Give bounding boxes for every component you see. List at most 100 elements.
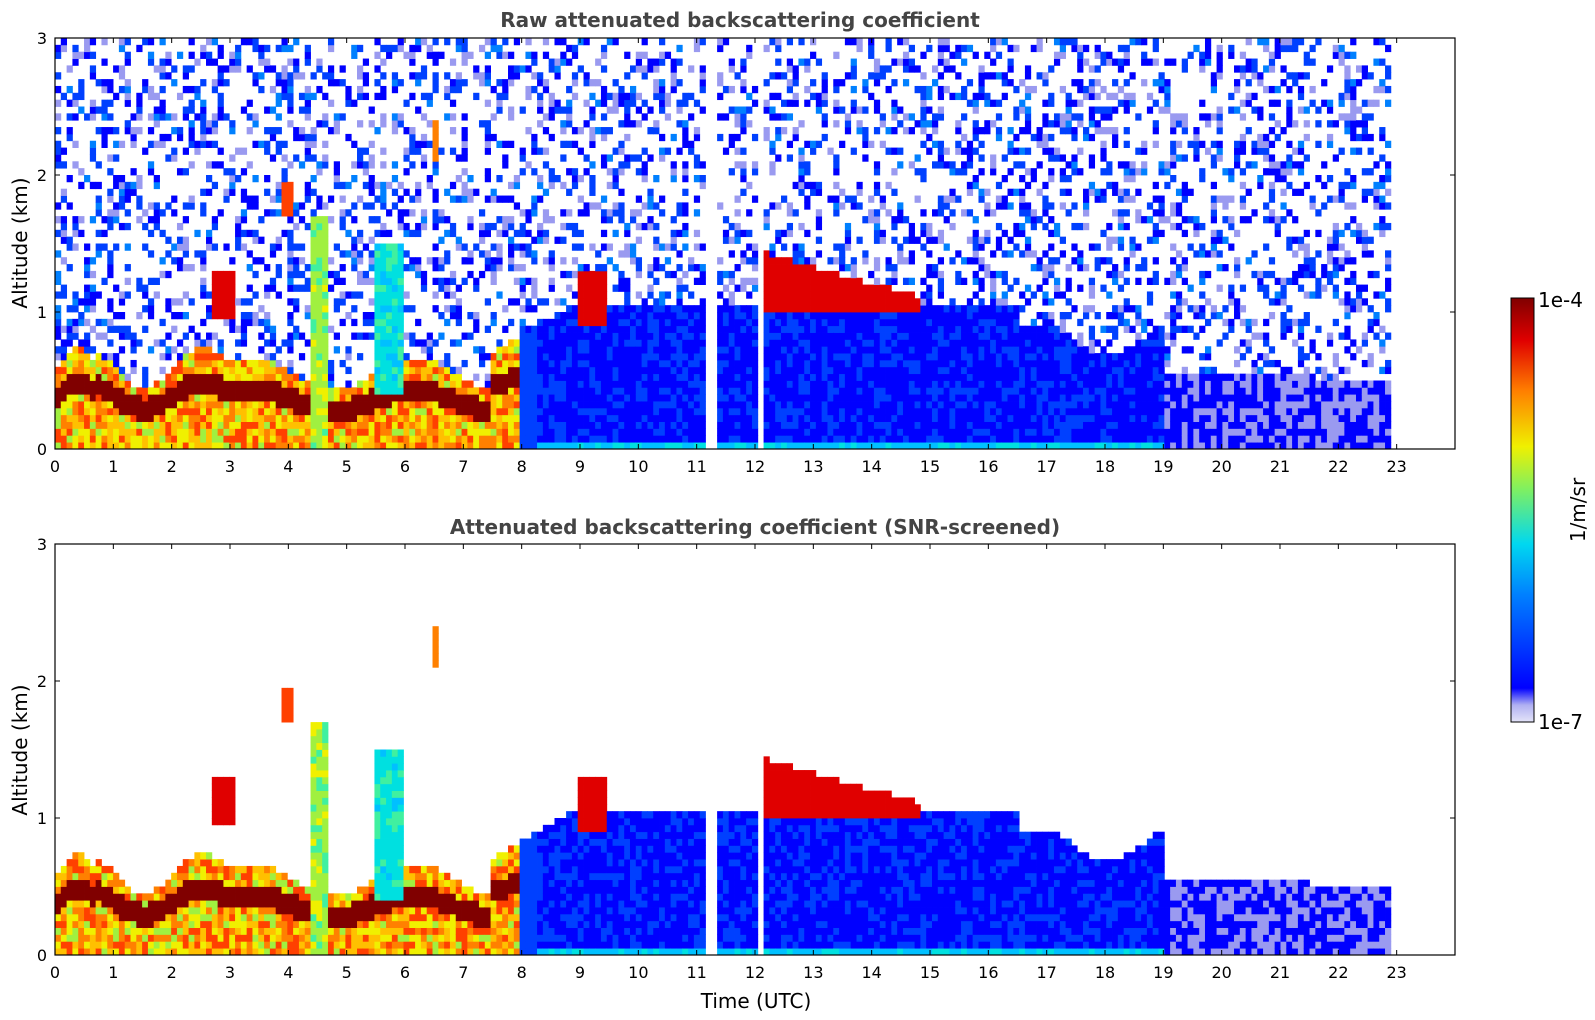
heat-cell [322,394,328,401]
heat-cell [549,250,555,257]
heat-cell [787,278,793,285]
heat-cell [804,182,810,189]
heat-cell [949,305,955,312]
heat-cell [136,401,142,408]
heat-cell [578,319,584,326]
heat-cell [101,244,107,251]
heat-cell [531,339,537,346]
heat-cell [839,319,845,326]
heat-cell [862,298,868,305]
heat-cell [589,127,595,134]
heat-cell [84,298,90,305]
heat-cell [810,278,816,285]
heat-cell [944,326,950,333]
heat-cell [909,422,915,429]
heat-cell [508,367,514,374]
heat-cell [572,319,578,326]
heat-cell [938,374,944,381]
heat-cell [212,182,218,189]
heat-cell [525,415,531,422]
heat-cell [740,428,746,435]
heat-cell [154,435,160,442]
heat-cell [508,72,514,79]
heat-cell [816,333,822,340]
heat-cell [909,360,915,367]
heat-cell [84,319,90,326]
heat-cell [804,333,810,340]
heat-cell [816,59,822,66]
heat-cell [531,422,537,429]
heat-cell [101,360,107,367]
heat-cell [584,374,590,381]
heat-cell [932,374,938,381]
heat-cell [729,141,735,148]
heat-cell [72,52,78,59]
heat-cell [514,442,520,449]
heat-cell [491,38,497,45]
heat-cell [479,422,485,429]
heat-cell [311,72,317,79]
heat-cell [223,422,229,429]
heat-cell [55,394,61,401]
heat-cell [810,298,816,305]
heat-cell [520,353,526,360]
heat-cell [84,381,90,388]
heat-cell [589,374,595,381]
heat-cell [351,422,357,429]
heat-cell [473,401,479,408]
heat-cell [920,415,926,422]
heat-cell [258,435,264,442]
heat-cell [868,435,874,442]
heat-cell [90,113,96,120]
heat-cell [456,387,462,394]
heat-cell [769,285,775,292]
heat-cell [293,374,299,381]
heat-cell [154,141,160,148]
heat-cell [729,339,735,346]
heat-cell [194,428,200,435]
heat-cell [345,100,351,107]
heat-cell [932,394,938,401]
heat-cell [572,333,578,340]
heat-cell [444,189,450,196]
heat-cell [880,312,886,319]
heat-cell [531,209,537,216]
heat-cell [229,271,235,278]
heat-cell [200,387,206,394]
heat-cell [78,435,84,442]
heat-cell [676,148,682,155]
heat-cell [845,278,851,285]
heat-cell [345,415,351,422]
heat-cell [845,223,851,230]
heat-cell [154,175,160,182]
heat-cell [781,435,787,442]
heat-cell [659,154,665,161]
heat-cell [247,319,253,326]
heat-cell [671,353,677,360]
heat-cell [421,141,427,148]
heat-cell [160,381,166,388]
heat-cell [299,353,305,360]
heat-cell [282,79,288,86]
heat-cell [880,381,886,388]
heat-cell [531,196,537,203]
heat-cell [804,374,810,381]
heat-cell [886,408,892,415]
heat-cell [938,278,944,285]
heat-cell [218,72,224,79]
heat-cell [938,401,944,408]
heat-cell [433,291,439,298]
heat-cell [154,422,160,429]
heat-cell [572,442,578,449]
heat-cell [618,216,624,223]
heat-cell [496,93,502,100]
heat-cell [165,271,171,278]
heat-cell [682,93,688,100]
heat-cell [723,401,729,408]
heat-cell [380,271,386,278]
heat-cell [496,435,502,442]
heat-cell [409,59,415,66]
heat-cell [903,127,909,134]
heat-cell [235,298,241,305]
heat-cell [630,250,636,257]
